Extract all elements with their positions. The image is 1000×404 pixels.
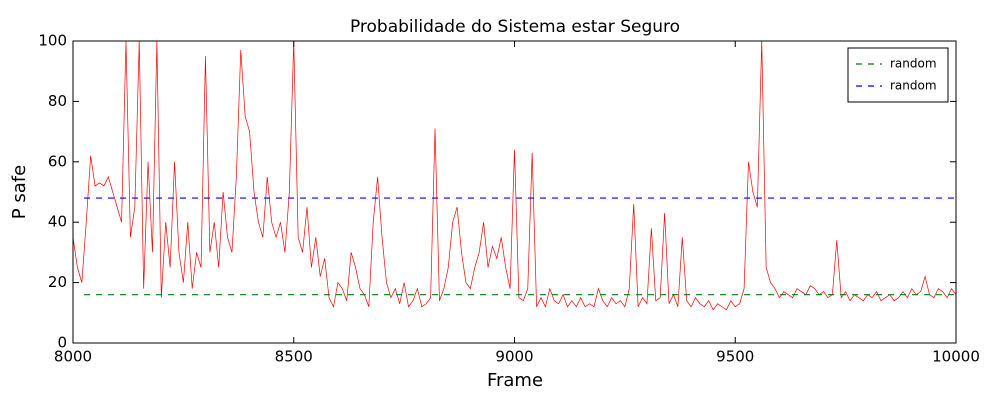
- x-tick-label: 8000: [54, 348, 92, 366]
- x-tick-label: 9000: [495, 348, 533, 366]
- data-line: [73, 41, 956, 311]
- legend-label: random: [890, 57, 937, 71]
- chart-title: Probabilidade do Sistema estar Seguro: [350, 17, 680, 37]
- plot-frame: [72, 40, 957, 344]
- legend: random random: [847, 47, 949, 103]
- x-tick-label: 10000: [932, 348, 980, 366]
- y-tick-label: 20: [48, 273, 67, 291]
- y-tick-label: 60: [48, 152, 67, 170]
- legend-label: random: [890, 79, 937, 93]
- y-tick-label: 80: [48, 92, 67, 110]
- x-tick-label: 9500: [716, 348, 754, 366]
- y-axis-label: P safe: [9, 165, 30, 219]
- x-axis-label: Frame: [487, 370, 543, 391]
- y-tick-label: 0: [57, 334, 67, 352]
- legend-box: [847, 47, 949, 103]
- y-tick-label: 100: [38, 32, 67, 50]
- y-tick-label: 40: [48, 213, 67, 231]
- x-tick-label: 8500: [275, 348, 313, 366]
